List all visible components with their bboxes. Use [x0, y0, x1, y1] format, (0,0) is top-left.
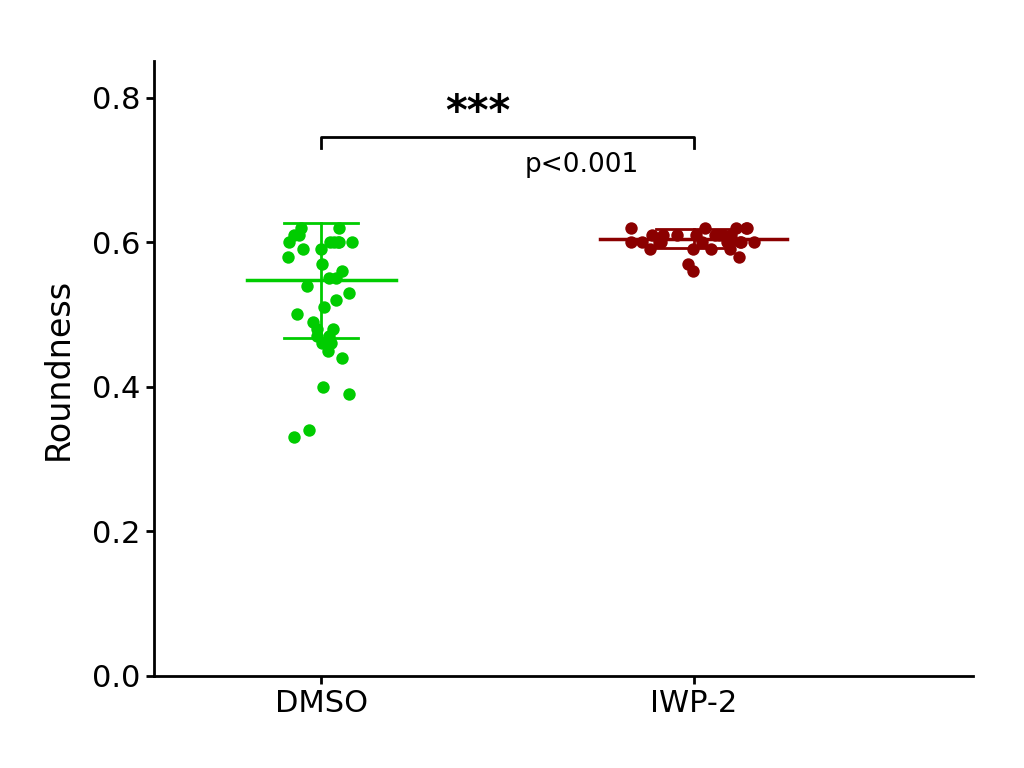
Point [286, 229, 302, 241]
Y-axis label: Roundness: Roundness [42, 277, 75, 460]
Point [697, 221, 714, 233]
Point [313, 258, 330, 270]
Point [328, 294, 344, 306]
Point [728, 221, 744, 233]
Point [326, 236, 342, 248]
Point [642, 243, 658, 256]
Text: ***: *** [445, 91, 510, 134]
Point [652, 236, 669, 248]
Point [295, 243, 311, 256]
Point [732, 236, 749, 248]
Point [293, 221, 309, 233]
Point [711, 229, 727, 241]
Point [334, 352, 350, 364]
Point [707, 229, 723, 241]
Point [738, 221, 755, 233]
Point [624, 236, 640, 248]
Point [309, 323, 326, 335]
Point [644, 229, 660, 241]
Point [731, 250, 748, 263]
Point [301, 424, 317, 436]
Point [319, 344, 336, 356]
Point [715, 229, 731, 241]
Point [321, 330, 337, 343]
Point [745, 236, 762, 248]
Point [281, 236, 297, 248]
Point [330, 236, 346, 248]
Text: p<0.001: p<0.001 [524, 152, 639, 178]
Point [321, 272, 337, 284]
Point [289, 308, 305, 320]
Point [331, 221, 347, 233]
Point [313, 337, 330, 349]
Point [722, 243, 738, 256]
Point [341, 286, 357, 299]
Point [688, 229, 705, 241]
Point [322, 236, 338, 248]
Point [654, 229, 671, 241]
Point [634, 236, 650, 248]
Point [684, 243, 700, 256]
Point [308, 330, 325, 343]
Point [313, 243, 330, 256]
Point [314, 381, 331, 393]
Point [669, 229, 685, 241]
Point [738, 221, 755, 233]
Point [325, 323, 341, 335]
Point [280, 250, 296, 263]
Point [286, 431, 302, 443]
Point [291, 229, 307, 241]
Point [680, 258, 696, 270]
Point [624, 221, 640, 233]
Point [340, 388, 356, 400]
Point [343, 236, 359, 248]
Point [334, 265, 350, 277]
Point [723, 229, 739, 241]
Point [650, 236, 667, 248]
Point [299, 280, 315, 292]
Point [328, 272, 344, 284]
Point [722, 236, 738, 248]
Point [323, 337, 339, 349]
Point [331, 236, 347, 248]
Point [702, 243, 719, 256]
Point [719, 236, 735, 248]
Point [693, 236, 710, 248]
Point [733, 236, 750, 248]
Point [304, 316, 321, 328]
Point [315, 301, 332, 313]
Point [685, 265, 701, 277]
